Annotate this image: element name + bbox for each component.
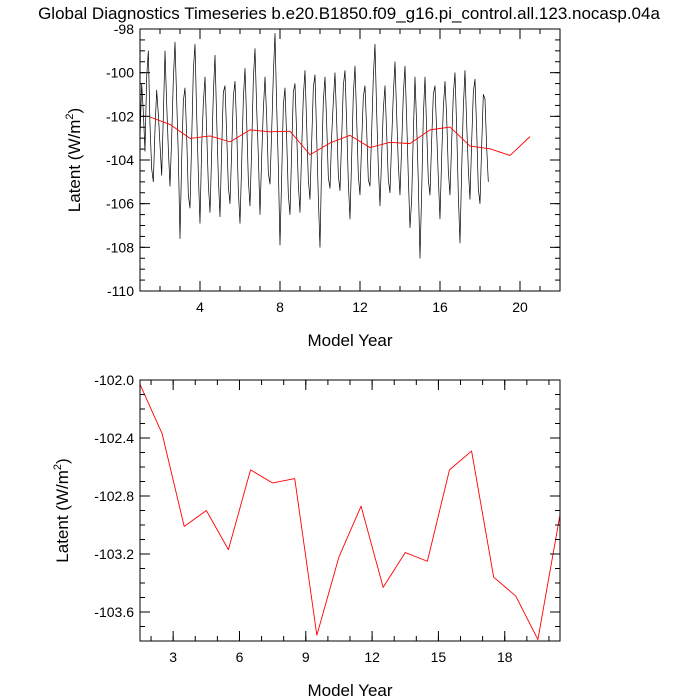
y-tick-label: -106 bbox=[106, 196, 134, 212]
x-axis-label: Model Year bbox=[307, 681, 392, 700]
x-tick-label: 20 bbox=[512, 299, 528, 315]
y-axis-label-main: Latent (W/m bbox=[65, 120, 84, 213]
y-tick-label: -102 bbox=[106, 108, 134, 124]
x-tick-label: 8 bbox=[276, 299, 284, 315]
x-tick-label: 12 bbox=[364, 649, 380, 665]
plot-frame bbox=[139, 28, 561, 292]
annual-mean-line bbox=[149, 116, 531, 156]
x-tick-label: 16 bbox=[432, 299, 448, 315]
y-tick-label: -98 bbox=[114, 21, 134, 37]
y-tick-label: -102.4 bbox=[94, 430, 134, 446]
figure-title: Global Diagnostics Timeseries b.e20.B185… bbox=[38, 4, 660, 23]
x-tick-label: 3 bbox=[169, 649, 177, 665]
bottom-panel-annual-mean: 3 6 9 12 15 18 -103.6 -103.2 -102.8 -102.4 -102.0 M… bbox=[52, 372, 561, 700]
y-axis-label: Latent (W/m2) bbox=[64, 108, 84, 212]
annual-mean-line bbox=[139, 384, 561, 640]
y-axis-label-close: ) bbox=[65, 108, 84, 114]
y-tick-label: -100 bbox=[106, 65, 134, 81]
y-tick-label: -110 bbox=[107, 283, 134, 299]
x-tick-label: 15 bbox=[431, 649, 447, 665]
y-axis-label-close: ) bbox=[53, 458, 72, 464]
y-tick-label: -108 bbox=[106, 239, 134, 255]
plot-frame bbox=[139, 379, 561, 642]
y-axis-label-superscript: 2 bbox=[52, 464, 64, 470]
x-tick-label: 4 bbox=[196, 299, 204, 315]
x-tick-label: 9 bbox=[302, 649, 310, 665]
top-panel-timeseries: 4 8 12 16 20 -110 -108 -106 -104 -102 -100 -98 Model… bbox=[64, 21, 561, 350]
y-axis-label: Latent (W/m2) bbox=[52, 458, 72, 562]
y-tick-label: -103.2 bbox=[94, 546, 134, 562]
y-tick-label: -103.6 bbox=[94, 604, 134, 620]
monthly-line bbox=[139, 33, 489, 259]
y-tick-label: -102.0 bbox=[94, 372, 134, 388]
x-axis-label: Model Year bbox=[307, 331, 392, 350]
x-tick-label: 6 bbox=[236, 649, 244, 665]
x-tick-label: 12 bbox=[352, 299, 368, 315]
y-axis-label-main: Latent (W/m bbox=[53, 470, 72, 563]
y-tick-label: -104 bbox=[106, 152, 134, 168]
y-tick-label: -102.8 bbox=[94, 488, 134, 504]
x-tick-label: 18 bbox=[497, 649, 513, 665]
y-axis-label-superscript: 2 bbox=[64, 113, 76, 119]
